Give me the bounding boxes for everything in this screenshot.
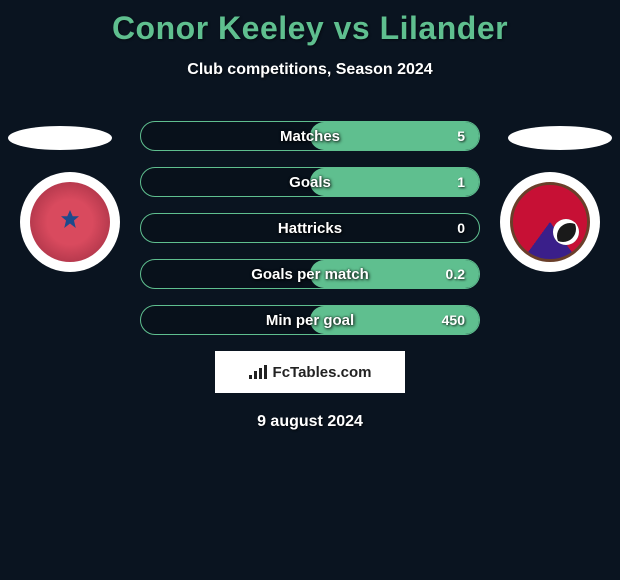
stat-value-right: 0.2 xyxy=(446,266,465,282)
club-badge-left xyxy=(20,172,120,272)
player-right-ellipse xyxy=(508,126,612,150)
stat-label: Goals per match xyxy=(251,266,369,283)
brand-attribution: FcTables.com xyxy=(215,351,405,393)
stat-row: Goals per match 0.2 xyxy=(140,259,480,289)
stat-row: Hattricks 0 xyxy=(140,213,480,243)
stat-label: Hattricks xyxy=(278,220,342,237)
brand-label: FcTables.com xyxy=(273,364,372,381)
stats-comparison: Matches 5 Goals 1 Hattricks 0 Goals per match 0… xyxy=(140,121,480,335)
stat-value-right: 5 xyxy=(457,128,465,144)
stat-label: Goals xyxy=(289,174,331,191)
stat-label: Min per goal xyxy=(266,312,354,329)
subtitle: Club competitions, Season 2024 xyxy=(0,61,620,79)
stat-value-right: 1 xyxy=(457,174,465,190)
stat-value-right: 0 xyxy=(457,220,465,236)
club-badge-right xyxy=(500,172,600,272)
stat-row: Goals 1 xyxy=(140,167,480,197)
stat-row: Min per goal 450 xyxy=(140,305,480,335)
stat-row: Matches 5 xyxy=(140,121,480,151)
stat-label: Matches xyxy=(280,128,340,145)
shield-icon xyxy=(30,182,110,262)
player-left-ellipse xyxy=(8,126,112,150)
shield-icon xyxy=(510,182,590,262)
bar-chart-icon xyxy=(249,365,267,379)
date-label: 9 august 2024 xyxy=(0,413,620,431)
stat-value-right: 450 xyxy=(442,312,465,328)
page-title: Conor Keeley vs Lilander xyxy=(0,0,620,47)
stat-fill-right xyxy=(310,168,479,196)
